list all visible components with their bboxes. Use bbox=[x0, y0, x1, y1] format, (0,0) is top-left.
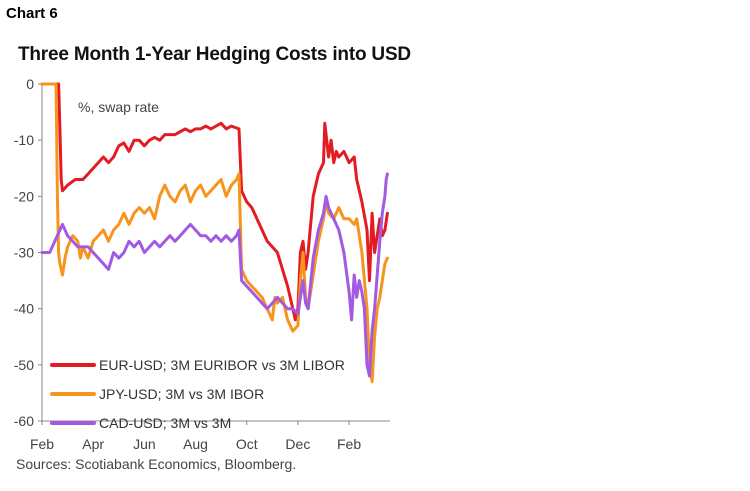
x-tick-label: Apr bbox=[82, 436, 104, 452]
series-line-1 bbox=[40, 82, 389, 322]
legend: EUR-USD; 3M EURIBOR vs 3M LIBOR JPY-USD; … bbox=[50, 357, 345, 431]
legend-label: CAD-USD; 3M vs 3M bbox=[99, 415, 231, 431]
y-tick-label: 0 bbox=[26, 76, 34, 92]
axes: 0 -10 -20 -30 -40 -50 -60 Feb Apr Jun Aug Oct Dec Feb bbox=[14, 76, 390, 452]
y-tick-label: -50 bbox=[14, 357, 34, 373]
y-tick-label: -30 bbox=[14, 245, 34, 261]
legend-label: EUR-USD; 3M EURIBOR vs 3M LIBOR bbox=[99, 357, 345, 373]
chart-label: Chart 6 bbox=[6, 5, 58, 22]
x-tick-label: Dec bbox=[285, 436, 310, 452]
y-tick-label: -10 bbox=[14, 132, 34, 148]
y-tick-label: -20 bbox=[14, 188, 34, 204]
x-tick-label: Aug bbox=[183, 436, 208, 452]
x-tick-label: Feb bbox=[30, 436, 54, 452]
y-tick-label: -40 bbox=[14, 301, 34, 317]
legend-label: JPY-USD; 3M vs 3M IBOR bbox=[99, 386, 264, 402]
source-note: Sources: Scotiabank Economics, Bloomberg… bbox=[16, 456, 297, 472]
x-tick-label: Jun bbox=[133, 436, 156, 452]
series-line-2 bbox=[40, 82, 389, 384]
y-tick-label: -60 bbox=[14, 413, 34, 429]
x-tick-label: Oct bbox=[236, 436, 258, 452]
series-lines bbox=[40, 82, 389, 384]
x-tick-label: Feb bbox=[337, 436, 361, 452]
unit-label: %, swap rate bbox=[78, 99, 159, 115]
chart-title: Three Month 1-Year Hedging Costs into US… bbox=[18, 44, 411, 65]
series-line-3 bbox=[40, 172, 389, 378]
